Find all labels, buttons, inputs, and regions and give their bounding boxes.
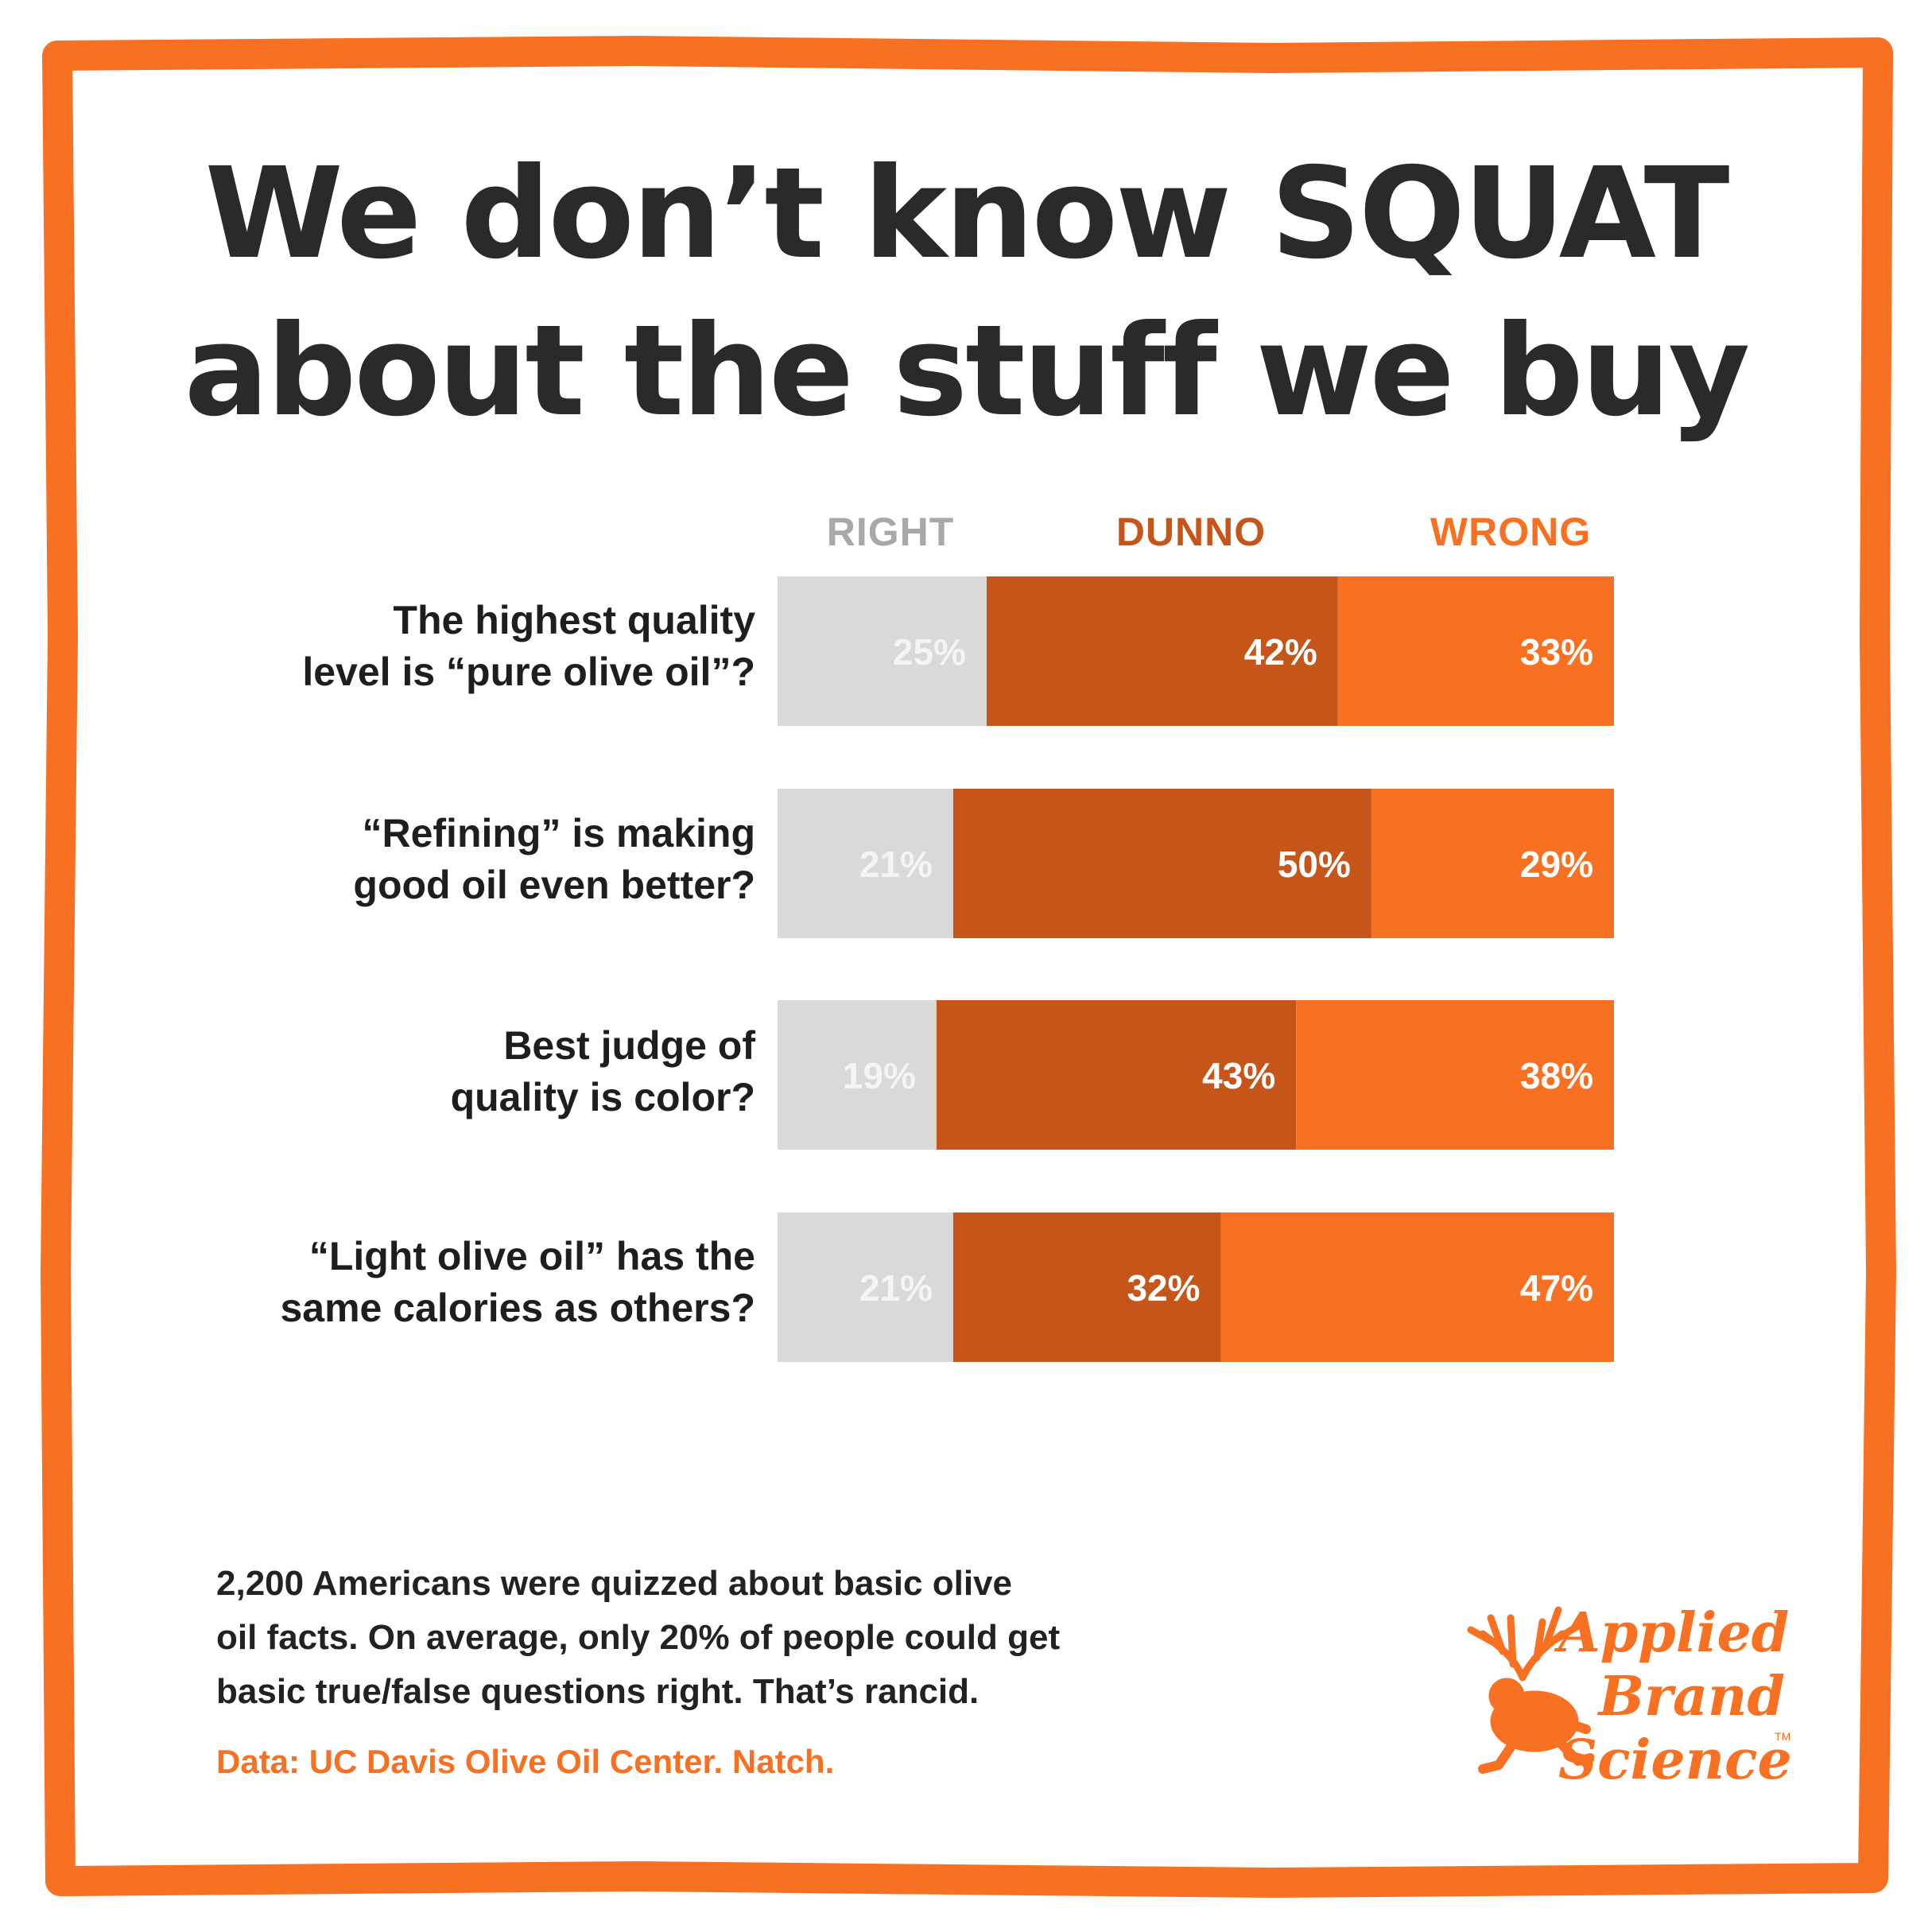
bar-value-label: 42% bbox=[1244, 631, 1317, 673]
bar-value-label: 38% bbox=[1520, 1055, 1593, 1096]
bar-right bbox=[778, 1000, 937, 1150]
bar-dunno bbox=[952, 1212, 1221, 1362]
bar-value-label: 47% bbox=[1520, 1267, 1593, 1309]
bar-dunno bbox=[952, 789, 1371, 938]
question-label-line: quality is color? bbox=[450, 1075, 755, 1119]
bar-value-label: 21% bbox=[859, 844, 933, 885]
question-label-line: “Refining” is making bbox=[362, 811, 755, 855]
bar-value-label: 50% bbox=[1278, 844, 1351, 885]
question-label-line: Best judge of bbox=[503, 1023, 755, 1068]
bar-wrong bbox=[1220, 1212, 1614, 1362]
bar-wrong bbox=[1337, 576, 1614, 726]
bar-value-label: 19% bbox=[843, 1055, 916, 1096]
question-label-line: same calories as others? bbox=[280, 1286, 755, 1330]
header-right: RIGHT bbox=[826, 510, 955, 554]
bar-value-label: 25% bbox=[893, 631, 966, 673]
data-source: Data: UC Davis Olive Oil Center. Natch. bbox=[216, 1743, 835, 1780]
bar-right bbox=[778, 1212, 953, 1362]
bar-value-label: 29% bbox=[1520, 844, 1593, 885]
bar-value-label: 43% bbox=[1202, 1055, 1275, 1096]
bar-right bbox=[778, 576, 987, 726]
brand-line-3: Science bbox=[1558, 1728, 1792, 1792]
bar-value-label: 33% bbox=[1520, 631, 1593, 673]
question-label-line: The highest quality bbox=[393, 598, 755, 642]
header-dunno: DUNNO bbox=[1115, 510, 1267, 554]
footer-text-line: 2,200 Americans were quizzed about basic… bbox=[216, 1564, 1012, 1603]
question-label-line: good oil even better? bbox=[353, 863, 755, 907]
bar-value-label: 21% bbox=[859, 1267, 933, 1309]
brand-line-1: Applied bbox=[1558, 1601, 1790, 1665]
question-label: The highest quality level is “pure olive… bbox=[119, 595, 755, 698]
trademark-mark: TM bbox=[1775, 1730, 1791, 1743]
question-label-line: “Light olive oil” has the bbox=[308, 1234, 755, 1278]
bar-wrong bbox=[1296, 1000, 1614, 1150]
bar-right bbox=[778, 789, 953, 938]
footer-text-line: oil facts. On average, only 20% of peopl… bbox=[216, 1618, 1061, 1657]
question-label: “Refining” is making good oil even bette… bbox=[119, 808, 755, 911]
question-label: Best judge of quality is color? bbox=[119, 1020, 755, 1123]
question-label-line: level is “pure olive oil”? bbox=[302, 650, 755, 694]
footer-text-line: basic true/false questions right. That’s… bbox=[216, 1672, 980, 1711]
title-line-1: We don’t know SQUAT bbox=[204, 141, 1730, 287]
bar-wrong bbox=[1371, 789, 1614, 938]
antlered-frog-icon bbox=[1467, 1606, 1594, 1774]
brand-line-2: Brand bbox=[1598, 1665, 1785, 1728]
question-label: “Light olive oil” has the same calories … bbox=[119, 1231, 755, 1334]
bar-dunno bbox=[987, 576, 1338, 726]
title-line-2: about the stuff we buy bbox=[184, 298, 1751, 444]
bar-value-label: 32% bbox=[1127, 1267, 1200, 1309]
header-wrong: WRONG bbox=[1430, 510, 1592, 554]
bar-dunno bbox=[936, 1000, 1297, 1150]
